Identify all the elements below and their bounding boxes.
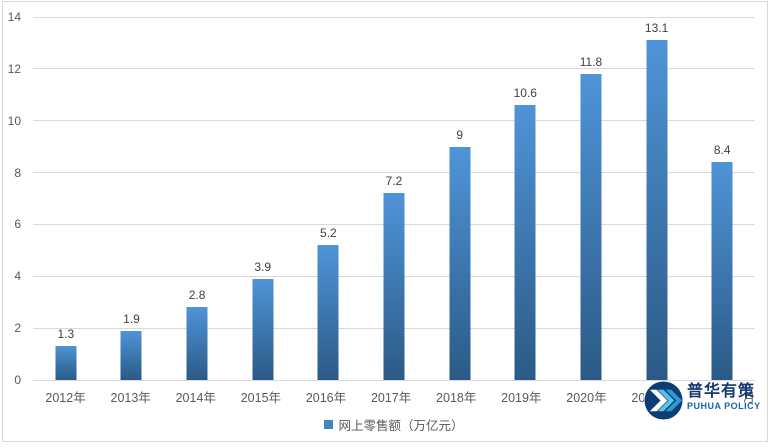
bar [55,346,77,380]
bar-slot: 10.6 [492,17,558,380]
bar-slot: 3.9 [230,17,296,380]
x-tick-label: 2012年 [45,391,86,405]
bar [120,330,142,380]
bar [252,278,274,380]
legend: 网上零售额（万亿元） [33,415,755,434]
bar-value-label: 8.4 [713,143,731,158]
gridline [33,16,755,18]
bar-value-label: 5.2 [320,226,337,241]
gridline [33,120,755,122]
bar-value-label: 9 [456,127,463,142]
y-tick-label: 10 [7,113,21,128]
x-tick-label: 2020年 [566,391,607,405]
bar-value-label: 1.3 [57,327,75,342]
x-tick-label: 2016年 [305,391,347,405]
y-tick-label: 4 [14,269,21,284]
bar-value-label: 1.9 [123,311,140,326]
bar-slot: 8.4 [689,17,755,380]
bar-slot: 11.8 [558,17,624,380]
bar [186,307,208,380]
bar [317,245,339,380]
bar-slot: 1.3 [33,17,99,380]
bar-value-label: 7.2 [385,174,403,189]
x-tick-label: 2017年 [370,391,412,405]
bar-value-label: 11.8 [579,55,603,70]
bar [711,162,733,380]
x-tick-label: 2014年 [175,391,216,405]
x-tick-label: 2018年 [436,391,477,405]
y-tick-label: 12 [7,61,21,76]
chevrons-circle-icon [644,381,683,420]
watermark-logo: 普华有策 PUHUA POLICY [644,381,761,423]
bar-value-label: 2.8 [188,288,206,303]
bar-slot: 7.2 [361,17,427,380]
watermark-cn-text: 普华有策 [687,383,756,400]
bar [383,193,405,380]
bar-slot: 5.2 [296,17,362,380]
bar [449,146,471,380]
bar [580,74,602,380]
bar-slot: 1.9 [99,17,165,380]
plot-area: 1.3 1.9 2.8 3.9 5.2 7.2 9 10.6 11.8 13.1 8.4 [33,16,755,381]
y-tick-label: 2 [14,321,21,336]
bar-slots: 1.3 1.9 2.8 3.9 5.2 7.2 9 10.6 11.8 13.1 8.4 [33,17,755,380]
x-tick-label: 2015年 [240,391,282,405]
bar-slot: 9 [427,17,493,380]
y-tick-label: 0 [14,373,21,387]
bar [514,105,536,380]
gridline [33,68,755,70]
y-axis: 0 2 4 6 8 10 12 14 [0,10,26,387]
bar-slot: 2.8 [164,17,230,380]
bar-value-label: 10.6 [513,86,537,101]
bar-value-label: 3.9 [254,259,272,274]
y-tick-label: 14 [7,10,21,24]
bar-value-label: 13.1 [644,21,669,36]
x-tick-label: 2019年 [501,391,542,405]
legend-label: 网上零售额（万亿元） [338,419,464,433]
watermark-en-text: PUHUA POLICY [687,401,761,411]
gridline [33,172,755,174]
watermark-text-block: 普华有策 PUHUA POLICY [687,383,761,411]
y-tick-label: 8 [14,165,21,180]
gridline [33,379,755,381]
legend-color-swatch-icon [324,420,334,429]
bar [646,40,668,380]
bar-slot: 13.1 [624,17,690,380]
x-tick-label: 2013年 [110,391,151,405]
y-tick-label: 6 [14,217,21,232]
